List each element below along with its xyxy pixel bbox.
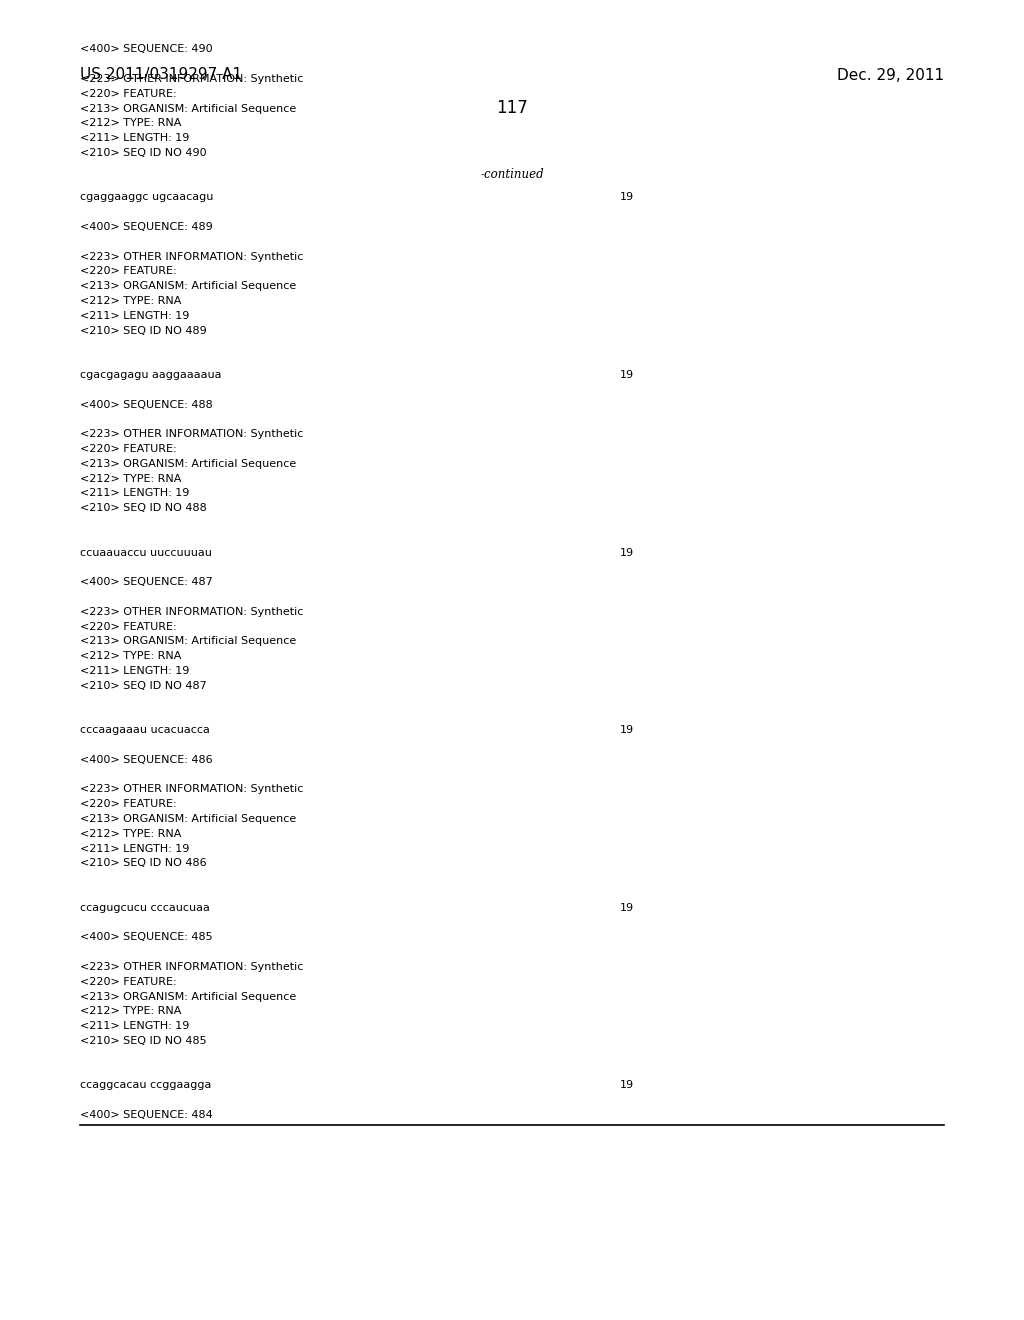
Text: <223> OTHER INFORMATION: Synthetic: <223> OTHER INFORMATION: Synthetic — [80, 962, 303, 972]
Text: <211> LENGTH: 19: <211> LENGTH: 19 — [80, 843, 189, 854]
Text: <212> TYPE: RNA: <212> TYPE: RNA — [80, 829, 181, 838]
Text: <220> FEATURE:: <220> FEATURE: — [80, 444, 176, 454]
Text: 117: 117 — [496, 99, 528, 117]
Text: <223> OTHER INFORMATION: Synthetic: <223> OTHER INFORMATION: Synthetic — [80, 429, 303, 440]
Text: <223> OTHER INFORMATION: Synthetic: <223> OTHER INFORMATION: Synthetic — [80, 784, 303, 795]
Text: <210> SEQ ID NO 485: <210> SEQ ID NO 485 — [80, 1036, 207, 1045]
Text: <400> SEQUENCE: 485: <400> SEQUENCE: 485 — [80, 932, 213, 942]
Text: ccagugcucu cccaucuaa: ccagugcucu cccaucuaa — [80, 903, 210, 913]
Text: <400> SEQUENCE: 487: <400> SEQUENCE: 487 — [80, 577, 213, 587]
Text: 19: 19 — [620, 548, 634, 557]
Text: <210> SEQ ID NO 486: <210> SEQ ID NO 486 — [80, 858, 207, 869]
Text: <213> ORGANISM: Artificial Sequence: <213> ORGANISM: Artificial Sequence — [80, 459, 296, 469]
Text: <220> FEATURE:: <220> FEATURE: — [80, 977, 176, 987]
Text: <212> TYPE: RNA: <212> TYPE: RNA — [80, 1006, 181, 1016]
Text: <400> SEQUENCE: 490: <400> SEQUENCE: 490 — [80, 45, 213, 54]
Text: <213> ORGANISM: Artificial Sequence: <213> ORGANISM: Artificial Sequence — [80, 991, 296, 1002]
Text: <400> SEQUENCE: 489: <400> SEQUENCE: 489 — [80, 222, 213, 232]
Text: cccaagaaau ucacuacca: cccaagaaau ucacuacca — [80, 725, 210, 735]
Text: 19: 19 — [620, 903, 634, 913]
Text: <211> LENGTH: 19: <211> LENGTH: 19 — [80, 133, 189, 143]
Text: <211> LENGTH: 19: <211> LENGTH: 19 — [80, 667, 189, 676]
Text: <223> OTHER INFORMATION: Synthetic: <223> OTHER INFORMATION: Synthetic — [80, 252, 303, 261]
Text: <212> TYPE: RNA: <212> TYPE: RNA — [80, 474, 181, 483]
Text: <220> FEATURE:: <220> FEATURE: — [80, 267, 176, 276]
Text: cgaggaaggc ugcaacagu: cgaggaaggc ugcaacagu — [80, 193, 213, 202]
Text: <210> SEQ ID NO 490: <210> SEQ ID NO 490 — [80, 148, 207, 158]
Text: -continued: -continued — [480, 169, 544, 181]
Text: <210> SEQ ID NO 489: <210> SEQ ID NO 489 — [80, 326, 207, 335]
Text: <213> ORGANISM: Artificial Sequence: <213> ORGANISM: Artificial Sequence — [80, 814, 296, 824]
Text: 19: 19 — [620, 193, 634, 202]
Text: Dec. 29, 2011: Dec. 29, 2011 — [837, 67, 944, 82]
Text: ccaggcacau ccggaagga: ccaggcacau ccggaagga — [80, 1080, 211, 1090]
Text: <212> TYPE: RNA: <212> TYPE: RNA — [80, 119, 181, 128]
Text: <223> OTHER INFORMATION: Synthetic: <223> OTHER INFORMATION: Synthetic — [80, 607, 303, 616]
Text: <210> SEQ ID NO 487: <210> SEQ ID NO 487 — [80, 681, 207, 690]
Text: <223> OTHER INFORMATION: Synthetic: <223> OTHER INFORMATION: Synthetic — [80, 74, 303, 84]
Text: ccuaauaccu uuccuuuau: ccuaauaccu uuccuuuau — [80, 548, 212, 557]
Text: <210> SEQ ID NO 488: <210> SEQ ID NO 488 — [80, 503, 207, 513]
Text: <211> LENGTH: 19: <211> LENGTH: 19 — [80, 488, 189, 499]
Text: <220> FEATURE:: <220> FEATURE: — [80, 88, 176, 99]
Text: 19: 19 — [620, 725, 634, 735]
Text: <211> LENGTH: 19: <211> LENGTH: 19 — [80, 310, 189, 321]
Text: <400> SEQUENCE: 486: <400> SEQUENCE: 486 — [80, 755, 213, 764]
Text: <213> ORGANISM: Artificial Sequence: <213> ORGANISM: Artificial Sequence — [80, 281, 296, 292]
Text: <220> FEATURE:: <220> FEATURE: — [80, 622, 176, 631]
Text: 19: 19 — [620, 1080, 634, 1090]
Text: <400> SEQUENCE: 484: <400> SEQUENCE: 484 — [80, 1110, 213, 1119]
Text: <213> ORGANISM: Artificial Sequence: <213> ORGANISM: Artificial Sequence — [80, 103, 296, 114]
Text: 19: 19 — [620, 370, 634, 380]
Text: <220> FEATURE:: <220> FEATURE: — [80, 799, 176, 809]
Text: <213> ORGANISM: Artificial Sequence: <213> ORGANISM: Artificial Sequence — [80, 636, 296, 647]
Text: US 2011/0319297 A1: US 2011/0319297 A1 — [80, 67, 242, 82]
Text: cgacgagagu aaggaaaaua: cgacgagagu aaggaaaaua — [80, 370, 221, 380]
Text: <211> LENGTH: 19: <211> LENGTH: 19 — [80, 1022, 189, 1031]
Text: <400> SEQUENCE: 488: <400> SEQUENCE: 488 — [80, 400, 213, 409]
Text: <212> TYPE: RNA: <212> TYPE: RNA — [80, 296, 181, 306]
Text: <212> TYPE: RNA: <212> TYPE: RNA — [80, 651, 181, 661]
